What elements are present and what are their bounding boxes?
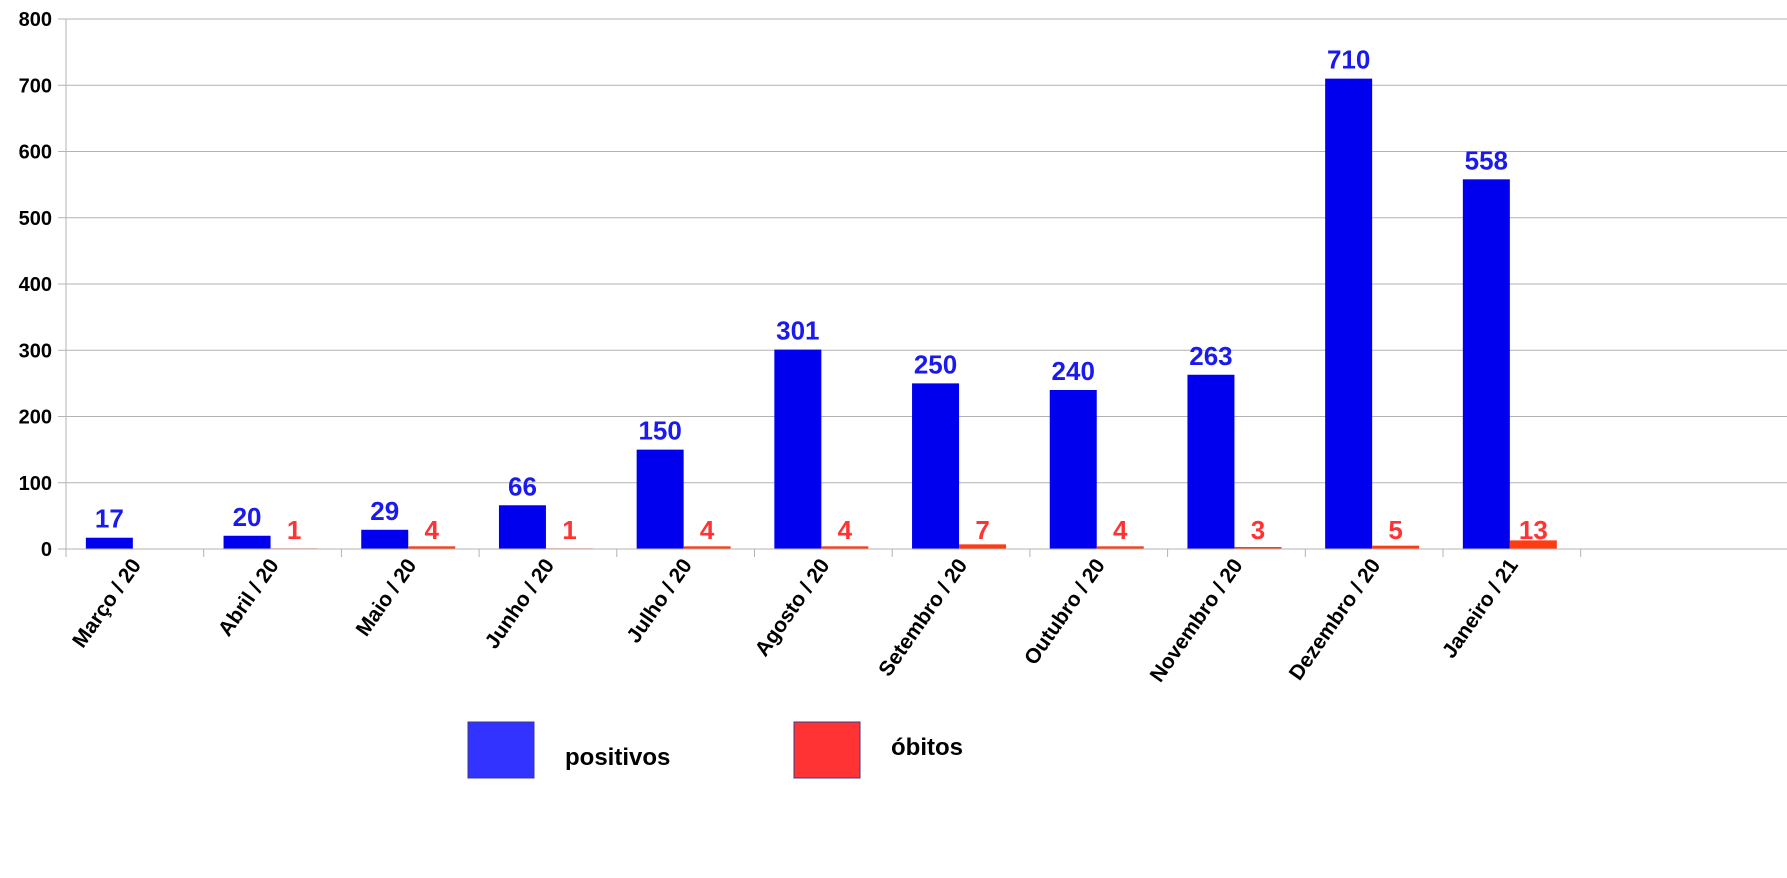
bar-positivos — [774, 349, 822, 549]
y-tick-label: 700 — [19, 75, 52, 97]
bar-positivos — [1049, 390, 1097, 549]
bar-positivos — [1325, 78, 1373, 549]
data-label-positivos: 150 — [638, 416, 681, 446]
axes: 0 100 200 300 400 500 600 700 800 Março / 20 Abril… — [19, 9, 1787, 686]
y-tick-label: 100 — [19, 473, 52, 495]
data-label-positivos: 558 — [1465, 145, 1508, 175]
bar-positivos — [636, 449, 684, 549]
x-tick-label: Junho / 20 — [481, 555, 559, 653]
y-tick-label: 500 — [19, 208, 52, 230]
data-label-obitos: 4 — [1113, 515, 1128, 545]
data-label-obitos: 4 — [425, 515, 440, 545]
data-labels: 17 20 29 66 150 301 250 240 263 710 558 1 4 1 4 4 7 4 3 5 13 — [95, 45, 1548, 545]
data-label-positivos: 20 — [233, 502, 262, 532]
x-tick-label: Julho / 20 — [622, 555, 696, 648]
bar-positivos — [85, 537, 133, 549]
bar-positivos — [223, 535, 271, 549]
data-label-obitos: 4 — [838, 515, 853, 545]
y-tick-label: 200 — [19, 407, 52, 429]
bar-obitos — [408, 546, 456, 549]
bar-positivos — [361, 529, 409, 549]
data-label-obitos: 1 — [562, 515, 576, 545]
bars — [85, 78, 1557, 549]
grid-lines — [66, 18, 1787, 484]
data-label-positivos: 263 — [1189, 341, 1232, 371]
bar-obitos — [821, 546, 869, 549]
bar-obitos — [1234, 547, 1282, 549]
y-tick-label: 600 — [19, 142, 52, 164]
data-label-positivos: 29 — [370, 496, 399, 526]
x-tick-label: Novembro / 20 — [1146, 555, 1248, 687]
x-tick-label: Setembro / 20 — [874, 555, 972, 681]
data-label-obitos: 5 — [1388, 515, 1402, 545]
y-tick-label: 400 — [19, 274, 52, 296]
bar-obitos — [1372, 545, 1420, 549]
data-label-positivos: 301 — [776, 316, 819, 346]
x-tick-label: Abril / 20 — [214, 555, 284, 641]
y-tick-label: 800 — [19, 9, 52, 31]
data-label-positivos: 66 — [508, 471, 537, 501]
data-label-obitos: 4 — [700, 515, 715, 545]
data-label-positivos: 17 — [95, 504, 124, 534]
y-tick-label: 300 — [19, 340, 52, 362]
data-label-obitos: 3 — [1251, 515, 1265, 545]
bar-obitos — [1509, 540, 1557, 549]
x-tick-label: Agosto / 20 — [751, 555, 835, 661]
bar-obitos — [1096, 546, 1144, 549]
legend: positivos óbitos — [467, 721, 963, 779]
x-tick-label: Maio / 20 — [352, 555, 422, 641]
bar-positivos — [1187, 374, 1235, 549]
x-tick-label: Janeiro / 21 — [1438, 554, 1523, 662]
legend-swatch-obitos — [793, 721, 861, 779]
legend-label-obitos: óbitos — [891, 734, 963, 761]
bar-positivos — [498, 505, 546, 549]
legend-swatch-positivos — [467, 721, 535, 779]
data-label-obitos: 13 — [1519, 515, 1548, 545]
x-tick-label: Dezembro / 20 — [1285, 555, 1386, 685]
bar-obitos — [683, 546, 731, 549]
bar-positivos — [912, 383, 960, 549]
y-tick-label: 0 — [41, 539, 52, 561]
data-label-positivos: 240 — [1052, 356, 1095, 386]
data-label-positivos: 250 — [914, 349, 957, 379]
x-tick-label: Outubro / 20 — [1020, 555, 1110, 670]
x-tick-label: Março / 20 — [68, 555, 146, 652]
data-label-obitos: 1 — [287, 515, 301, 545]
legend-label-positivos: positivos — [565, 744, 670, 771]
bar-obitos — [959, 544, 1007, 549]
data-label-positivos: 710 — [1327, 45, 1370, 75]
data-label-obitos: 7 — [975, 515, 989, 545]
bar-positivos — [1462, 179, 1510, 549]
